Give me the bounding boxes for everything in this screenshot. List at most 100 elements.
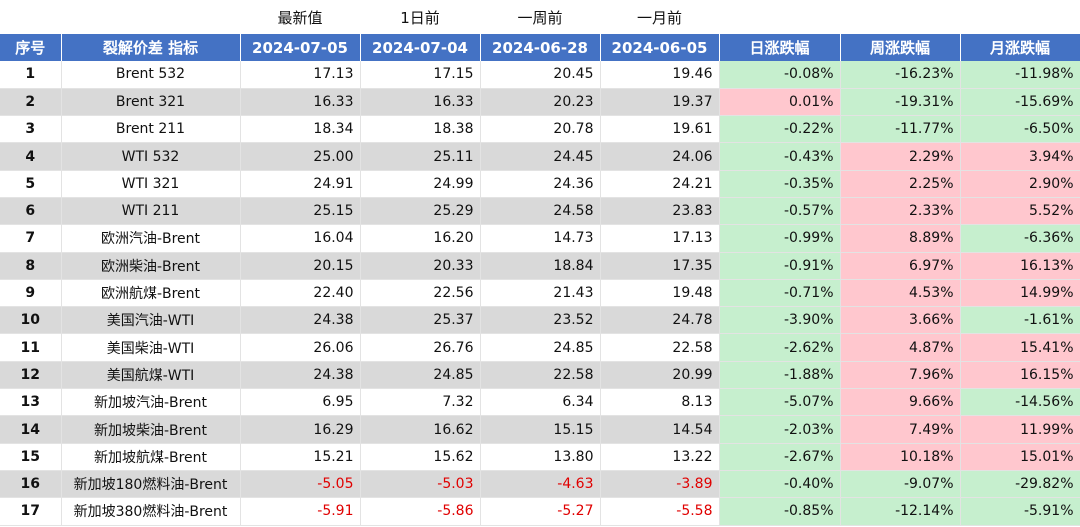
value-month-before: 17.35: [600, 252, 720, 280]
value-day-before: 26.76: [360, 333, 481, 362]
value-day-before: 16.20: [360, 224, 481, 253]
table-row: 13 新加坡汽油-Brent 6.95 7.32 6.34 8.13 -5.07% 9.66%…: [0, 388, 1080, 417]
table-row: 7 欧洲汽油-Brent 16.04 16.20 14.73 17.13 -0.99% 8.8…: [0, 224, 1080, 253]
value-day-before: -5.03: [360, 470, 481, 499]
change-monthly: -29.82%: [960, 470, 1080, 499]
change-weekly: 9.66%: [840, 388, 961, 417]
value-latest: 20.15: [240, 252, 361, 280]
change-weekly: 2.33%: [840, 197, 961, 226]
value-week-before: 20.45: [480, 61, 601, 89]
change-daily: -1.88%: [719, 361, 841, 390]
value-month-before: -5.58: [600, 497, 720, 526]
change-daily: -5.07%: [719, 388, 841, 417]
value-latest: 16.04: [240, 224, 361, 253]
value-week-before: -4.63: [480, 470, 601, 499]
change-weekly: -11.77%: [840, 115, 961, 144]
value-day-before: 25.11: [360, 142, 481, 171]
row-index: 5: [0, 170, 62, 198]
change-daily: -0.43%: [719, 142, 841, 171]
table-row: 5 WTI 321 24.91 24.99 24.36 24.21 -0.35% 2.25% 2…: [0, 170, 1080, 198]
row-index: 2: [0, 88, 62, 117]
change-daily: -3.90%: [719, 306, 841, 335]
caption-empty: [61, 0, 240, 34]
caption-row: 最新值 1日前 一周前 一月前: [0, 0, 1080, 34]
row-index: 17: [0, 497, 62, 526]
header-date-month-before: 2024-06-05: [600, 34, 720, 61]
value-latest: 24.38: [240, 361, 361, 390]
value-month-before: 19.37: [600, 88, 720, 117]
header-date-week-before: 2024-06-28: [480, 34, 601, 61]
change-monthly: -6.36%: [960, 224, 1080, 253]
value-latest: 22.40: [240, 279, 361, 308]
row-indicator: 美国航煤-WTI: [61, 361, 241, 390]
change-monthly: 14.99%: [960, 279, 1080, 308]
header-row: 序号 裂解价差 指标 2024-07-05 2024-07-04 2024-06…: [0, 34, 1080, 61]
row-indicator: 欧洲柴油-Brent: [61, 252, 241, 280]
row-index: 12: [0, 361, 62, 390]
value-week-before: 21.43: [480, 279, 601, 308]
row-indicator: 新加坡航煤-Brent: [61, 443, 241, 471]
value-day-before: 7.32: [360, 388, 481, 417]
table-row: 6 WTI 211 25.15 25.29 24.58 23.83 -0.57% 2.33% 5…: [0, 197, 1080, 226]
row-indicator: 新加坡180燃料油-Brent: [61, 470, 241, 499]
row-indicator: WTI 532: [61, 142, 241, 171]
caption-month-before: 一月前: [600, 0, 719, 34]
value-month-before: 23.83: [600, 197, 720, 226]
change-monthly: 15.41%: [960, 333, 1080, 362]
table-row: 12 美国航煤-WTI 24.38 24.85 22.58 20.99 -1.88% 7.96…: [0, 361, 1080, 390]
header-daily-change: 日涨跌幅: [719, 34, 841, 61]
value-month-before: 19.61: [600, 115, 720, 144]
row-indicator: 新加坡汽油-Brent: [61, 388, 241, 417]
change-monthly: 16.13%: [960, 252, 1080, 280]
row-indicator: WTI 321: [61, 170, 241, 198]
value-week-before: -5.27: [480, 497, 601, 526]
value-day-before: 24.85: [360, 361, 481, 390]
value-week-before: 15.15: [480, 415, 601, 444]
change-weekly: -19.31%: [840, 88, 961, 117]
change-monthly: 16.15%: [960, 361, 1080, 390]
value-day-before: 18.38: [360, 115, 481, 144]
value-day-before: 25.37: [360, 306, 481, 335]
change-monthly: -5.91%: [960, 497, 1080, 526]
value-day-before: 15.62: [360, 443, 481, 471]
value-week-before: 24.85: [480, 333, 601, 362]
change-daily: -0.22%: [719, 115, 841, 144]
caption-week-before: 一周前: [480, 0, 600, 34]
change-weekly: 4.87%: [840, 333, 961, 362]
change-weekly: -16.23%: [840, 61, 961, 89]
change-daily: -0.40%: [719, 470, 841, 499]
value-week-before: 20.23: [480, 88, 601, 117]
header-weekly-change: 周涨跌幅: [840, 34, 961, 61]
value-latest: -5.05: [240, 470, 361, 499]
row-index: 1: [0, 61, 62, 89]
row-indicator: 美国汽油-WTI: [61, 306, 241, 335]
caption-latest: 最新值: [240, 0, 360, 34]
change-monthly: -1.61%: [960, 306, 1080, 335]
change-weekly: -12.14%: [840, 497, 961, 526]
caption-empty: [719, 0, 840, 34]
change-daily: -0.91%: [719, 252, 841, 280]
value-week-before: 24.36: [480, 170, 601, 198]
value-latest: 25.00: [240, 142, 361, 171]
caption-empty: [840, 0, 960, 34]
row-index: 7: [0, 224, 62, 253]
change-monthly: 11.99%: [960, 415, 1080, 444]
change-weekly: 10.18%: [840, 443, 961, 471]
table-row: 10 美国汽油-WTI 24.38 25.37 23.52 24.78 -3.90% 3.66…: [0, 306, 1080, 335]
change-daily: -0.85%: [719, 497, 841, 526]
value-latest: 24.38: [240, 306, 361, 335]
value-latest: -5.91: [240, 497, 361, 526]
header-indicator: 裂解价差 指标: [61, 34, 241, 61]
change-monthly: -15.69%: [960, 88, 1080, 117]
change-daily: -0.57%: [719, 197, 841, 226]
row-indicator: WTI 211: [61, 197, 241, 226]
value-day-before: 17.15: [360, 61, 481, 89]
value-latest: 16.29: [240, 415, 361, 444]
table-row: 17 新加坡380燃料油-Brent -5.91 -5.86 -5.27 -5.58 -0.…: [0, 497, 1080, 526]
value-day-before: -5.86: [360, 497, 481, 526]
value-week-before: 18.84: [480, 252, 601, 280]
change-weekly: -9.07%: [840, 470, 961, 499]
change-weekly: 4.53%: [840, 279, 961, 308]
value-month-before: 17.13: [600, 224, 720, 253]
table-row: 4 WTI 532 25.00 25.11 24.45 24.06 -0.43% 2.29% 3…: [0, 142, 1080, 171]
